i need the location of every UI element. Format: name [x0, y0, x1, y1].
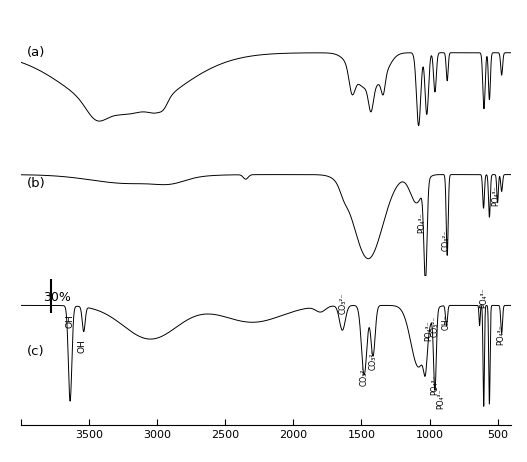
Text: CO₃²⁻: CO₃²⁻ — [338, 293, 347, 315]
Text: PO₄³⁻: PO₄³⁻ — [417, 212, 426, 233]
Text: 30%: 30% — [43, 291, 71, 304]
Text: CO₃²⁻: CO₃²⁻ — [442, 229, 451, 250]
Text: PO₄³⁻: PO₄³⁻ — [436, 388, 445, 409]
Text: (c): (c) — [26, 345, 44, 358]
Text: OH: OH — [78, 339, 87, 353]
Text: CO₃²⁻: CO₃²⁻ — [368, 349, 377, 371]
Text: PO₄³⁻: PO₄³⁻ — [431, 375, 440, 395]
Text: PO₄³⁻: PO₄³⁻ — [496, 324, 505, 345]
Text: PO₄³⁻: PO₄³⁻ — [492, 185, 501, 206]
Text: OH⁻: OH⁻ — [442, 315, 451, 330]
Text: PO₄³⁻: PO₄³⁻ — [480, 287, 489, 308]
Text: (a): (a) — [26, 46, 45, 59]
Text: (b): (b) — [26, 177, 45, 190]
Text: PO₄³⁻: PO₄³⁻ — [424, 321, 433, 341]
Text: CO₃²⁻: CO₃²⁻ — [431, 316, 440, 337]
Text: CO₃²⁻: CO₃²⁻ — [359, 365, 369, 386]
Text: OH: OH — [65, 315, 75, 328]
